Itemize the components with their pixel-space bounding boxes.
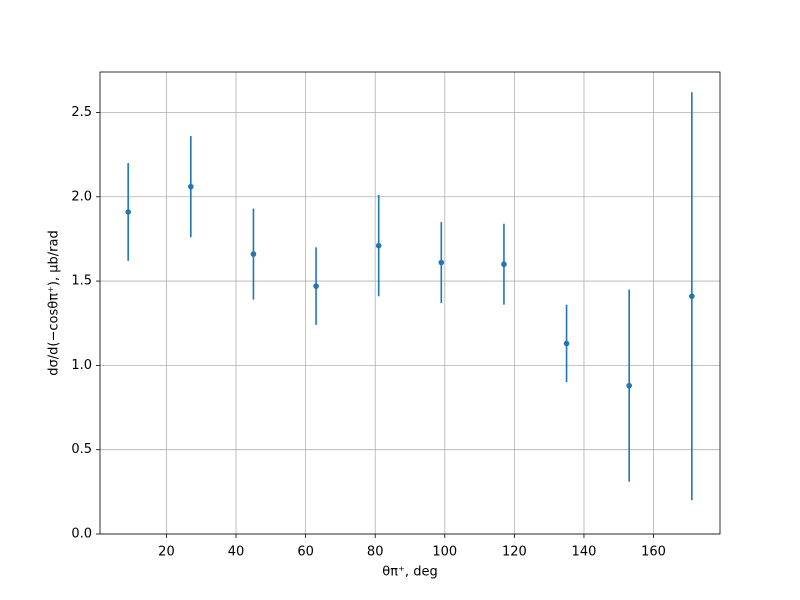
x-tick-label: 120 [502,545,527,560]
data-point [125,209,131,215]
axes-frame [99,71,721,535]
x-tick-label: 60 [297,545,314,560]
x-tick-label: 40 [228,545,245,560]
x-tick-label: 140 [572,545,597,560]
data-point [188,183,194,190]
data-point [250,251,257,257]
data-point [626,382,632,389]
y-tick-label: 1.5 [71,274,92,289]
data-point [501,261,507,268]
x-tick-label: 20 [158,545,175,560]
y-axis-label: dσ/d(−cosθπ⁺), μb/rad [47,230,62,375]
x-axis-label: θπ⁺, deg [382,565,437,580]
data-point [689,293,695,300]
x-tick-label: 100 [432,545,457,560]
y-tick-label: 0.0 [71,527,92,542]
y-tick-label: 1.0 [71,358,92,373]
plot-area [100,72,720,535]
data-point [438,259,445,266]
y-tick-label: 2.5 [71,105,92,120]
data-point [563,340,570,347]
x-tick-label: 80 [367,545,384,560]
y-tick-label: 2.0 [71,189,92,204]
data-point [313,283,319,289]
data-point [375,242,382,249]
x-tick-label: 160 [641,545,666,560]
y-tick-label: 0.5 [71,442,92,457]
